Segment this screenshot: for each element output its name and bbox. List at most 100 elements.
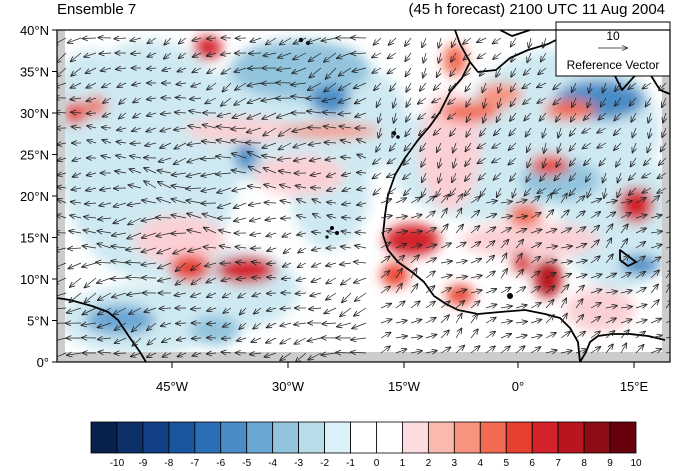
wind-vector (470, 290, 482, 293)
wind-vector (545, 246, 557, 248)
wind-vector (440, 195, 448, 204)
wind-vector (590, 226, 599, 234)
wind-vector (572, 82, 577, 92)
wind-vector (425, 228, 436, 234)
colorbar-swatch (479, 421, 507, 454)
wind-vector (57, 307, 67, 309)
wind-vector (85, 292, 97, 303)
wind-vector (615, 97, 622, 106)
wind-vector (620, 273, 631, 279)
wind-vector (248, 68, 262, 69)
wind-vector (267, 233, 277, 236)
wind-vector (448, 112, 457, 119)
wind-vector (526, 172, 532, 182)
wind-vector (662, 97, 666, 107)
wind-vector (649, 127, 651, 138)
wind-vector (296, 186, 307, 188)
wind-vector (142, 232, 157, 238)
wind-vector (322, 323, 337, 324)
wind-vector (453, 157, 456, 168)
wind-vector (312, 199, 322, 203)
wind-vector (205, 97, 217, 104)
wind-vector (480, 67, 487, 76)
wind-vector (72, 127, 82, 128)
wind-vector (425, 196, 435, 204)
wind-vector (545, 333, 556, 339)
wind-vector (599, 157, 607, 166)
wind-vector (207, 82, 217, 90)
wind-vector (650, 335, 662, 338)
colorbar-label: 6 (529, 458, 535, 469)
wind-vector (423, 67, 426, 78)
wind-vector (351, 53, 367, 54)
wind-vector (193, 53, 202, 57)
wind-vector (466, 97, 472, 107)
wind-vector (327, 173, 337, 177)
wind-vector (355, 292, 367, 301)
lat-label: 15°N (20, 231, 49, 246)
wind-vector (176, 262, 187, 271)
colorbar-label: 8 (581, 458, 587, 469)
wind-vector (207, 353, 217, 354)
wind-vector (380, 199, 391, 203)
wind-vector (253, 293, 262, 296)
wind-vector (310, 67, 322, 78)
wind-vector (142, 200, 157, 203)
wind-vector (395, 244, 406, 249)
wind-vector (650, 257, 660, 264)
anomaly-contour (544, 100, 596, 120)
wind-vector (388, 187, 397, 194)
wind-vector (425, 335, 436, 339)
wind-vector (161, 113, 172, 114)
wind-vector (160, 142, 172, 148)
wind-vector (187, 143, 202, 145)
wind-vector (493, 37, 502, 44)
wind-vector (437, 67, 442, 77)
wind-vector (129, 185, 142, 188)
wind-vector (437, 142, 441, 152)
island (325, 235, 329, 239)
wind-vector (324, 82, 337, 92)
wind-vector (233, 112, 247, 118)
wind-vector (221, 352, 232, 353)
wind-vector (440, 224, 448, 234)
wind-vector (393, 97, 396, 108)
wind-vector (96, 262, 112, 263)
wind-vector (326, 292, 337, 300)
wind-vector (235, 247, 247, 248)
wind-vector (665, 336, 670, 339)
wind-vector (527, 157, 531, 167)
wind-vector (217, 127, 232, 129)
wind-vector (483, 112, 486, 123)
wind-vector (327, 215, 337, 218)
wind-vector (144, 307, 157, 312)
wind-vector (279, 171, 292, 173)
wind-vector (527, 142, 531, 152)
wind-vector (620, 201, 632, 203)
wind-vector (455, 225, 463, 234)
wind-vector (179, 37, 187, 44)
wind-vector (434, 127, 442, 135)
wind-vector (309, 308, 322, 309)
wind-vector (192, 338, 202, 339)
anomaly-contour (194, 36, 222, 60)
wind-vector (572, 97, 576, 107)
wind-vector (207, 67, 217, 73)
wind-vector (560, 285, 569, 294)
wind-vector (590, 199, 601, 204)
wind-vector (87, 173, 97, 175)
wind-vector (222, 278, 232, 281)
wind-vector (372, 67, 382, 73)
missing-data-left (57, 30, 65, 362)
island (335, 231, 339, 235)
wind-vector (73, 173, 82, 177)
iberia-coast (499, 30, 531, 37)
wind-vector (529, 37, 531, 48)
wind-vector (511, 67, 517, 77)
colorbar-label: 2 (425, 458, 432, 469)
wind-vector (278, 158, 292, 160)
wind-vector (465, 172, 472, 181)
wind-vector (160, 308, 172, 309)
island (507, 293, 513, 299)
wind-vector (422, 172, 426, 182)
